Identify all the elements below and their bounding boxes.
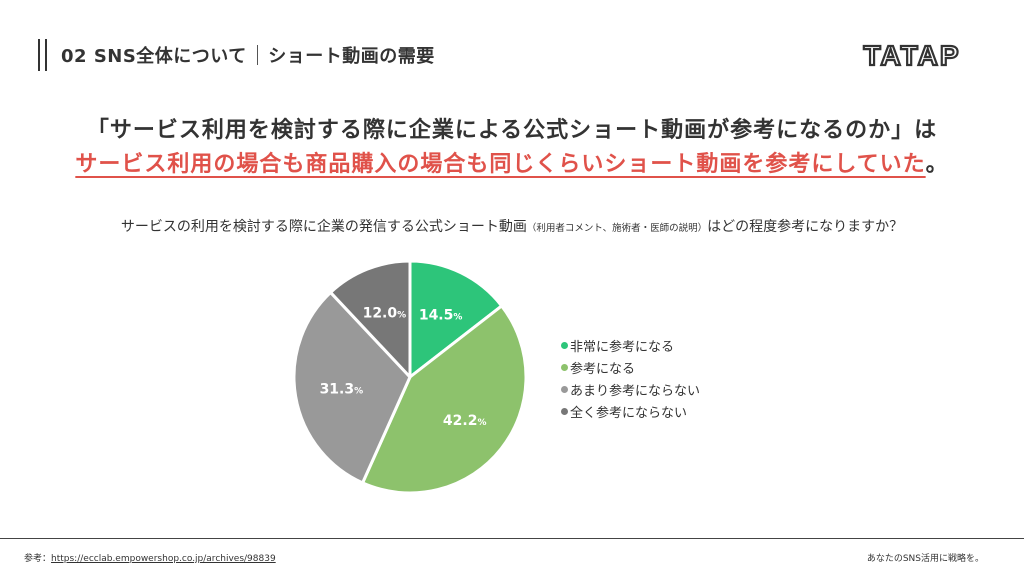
logo-text: TATAP: [863, 40, 960, 70]
headline-line-1: 「サービス利用を検討する際に企業による公式ショート動画が参考になるのか」は: [86, 118, 938, 143]
source-link[interactable]: https://ecclab.empowershop.co.jp/archive…: [51, 554, 276, 564]
legend-label: あまり参考にならない: [570, 383, 701, 399]
headline-line-2: サービス利用の場合も商品購入の場合も同じくらいショート動画を参考にしていた。: [0, 146, 1024, 178]
legend-item-0: 非常に参考になる: [561, 334, 700, 356]
survey-question: サービスの利用を検討する際に企業の発信する公式ショート動画（利用者コメント、施術…: [0, 216, 1024, 236]
header-topic: ショート動画の需要: [268, 46, 435, 67]
question-tail: はどの程度参考になりますか？: [707, 219, 904, 235]
legend-item-2: あまり参考にならない: [561, 378, 700, 400]
pie-slice-2: [292, 290, 412, 485]
legend-dot-icon: [561, 341, 568, 349]
header: 02 SNS全体について ショート動画の需要: [38, 38, 435, 72]
source-citation: 参考：https://ecclab.empowershop.co.jp/arch…: [24, 551, 276, 564]
legend-item-3: 全く参考にならない: [561, 400, 700, 422]
legend-dot-icon: [561, 407, 568, 415]
question-main: サービスの利用を検討する際に企業の発信する公式ショート動画: [120, 219, 527, 235]
legend-dot-icon: [561, 385, 568, 393]
pie-slice-3: [329, 259, 412, 379]
pie-slice-label-3: 12.0%: [363, 305, 407, 321]
chart-legend: 非常に参考になる 参考になるあまり参考にならない 全く参考にならない: [561, 334, 700, 422]
legend-label: 参考になる: [570, 361, 636, 377]
legend-label: 全く参考にならない: [570, 405, 688, 421]
pie-slice-label-1: 42.2%: [443, 413, 487, 429]
source-label: 参考：: [24, 554, 52, 564]
pie-slice-1: [361, 304, 528, 495]
pie-slice-label-2: 31.3%: [320, 382, 364, 398]
legend-label: 非常に参考になる: [570, 339, 675, 355]
header-section: 02 SNS全体について: [61, 46, 247, 67]
tatap-logo: TATAP: [838, 39, 986, 74]
pie-slice-0: [408, 259, 504, 379]
headline-highlight: サービス利用の場合も商品購入の場合も同じくらいショート動画を参考にしていた: [75, 152, 926, 177]
header-divider: [256, 45, 259, 65]
footer-tagline: あなたのSNS活用に戦略を。: [866, 554, 984, 564]
legend-dot-icon: [561, 363, 568, 371]
footer-divider: [0, 538, 1024, 539]
question-note: （利用者コメント、施術者・医師の説明）: [526, 223, 708, 234]
pie-slice-label-0: 14.5%: [419, 307, 463, 323]
header-bars-icon: [38, 39, 47, 71]
legend-item-1: 参考になる: [561, 356, 700, 378]
headline-tail: 。: [925, 152, 949, 177]
